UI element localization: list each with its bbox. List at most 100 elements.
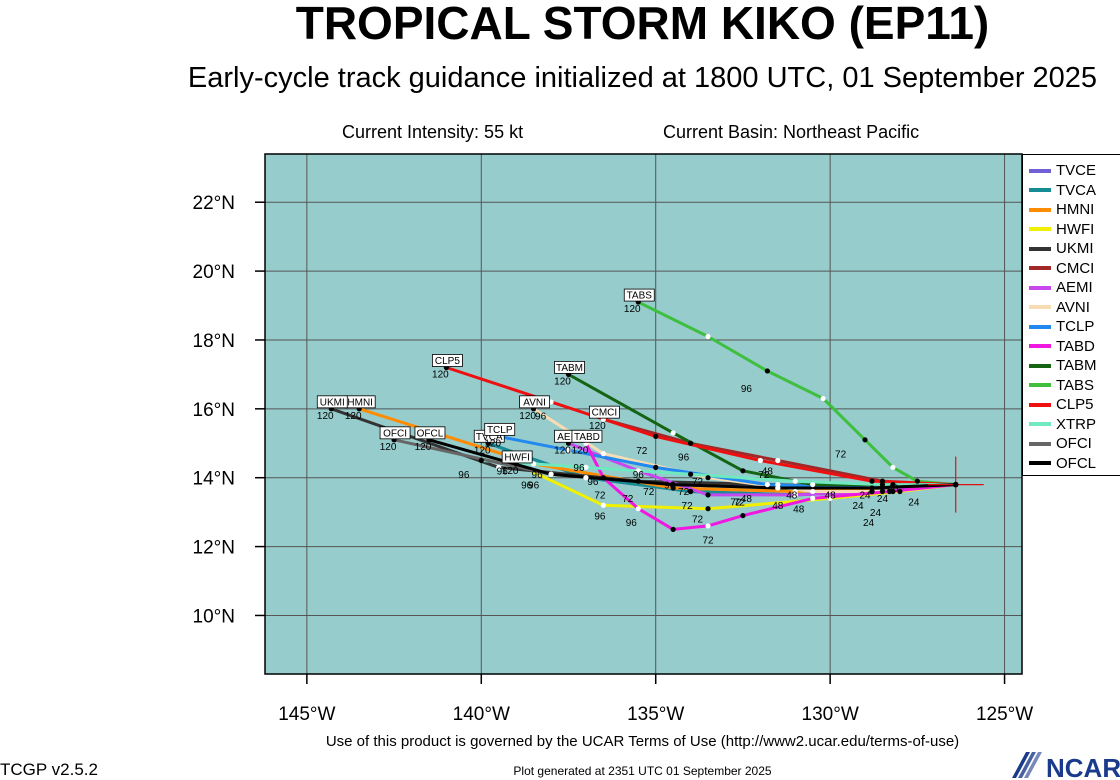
end-label-box [623,288,655,302]
end-label-text: TCLP [487,425,513,436]
end-label-ofci: OFCI 120 [379,426,411,453]
track-point-ukmi [635,478,641,484]
legend-item-hwfi: HWFI [1029,220,1094,239]
end-label-clp5: CLP5 120 [432,354,463,381]
track-point-tabd [740,512,746,519]
end-label-avni: AVNI 120 [519,395,551,422]
hour-label: 48 [825,491,837,502]
end-label-box [554,360,585,374]
track-point-tabm [810,481,816,488]
legend-label: TVCA [1056,181,1097,199]
legend-label: OFCI [1056,435,1092,452]
track-point-avni [810,488,816,495]
end-label-text: TABD [574,432,600,443]
chart-subtitle: Early-cycle track guidance initialized a… [187,62,1098,94]
end-label-text: UKMI [320,397,345,408]
hour-label: 96 [573,463,585,474]
x-tick-label: 125°W [976,704,1033,725]
end-label-tabd: TABD 120 [571,429,603,456]
y-tick-label: 18°N [193,331,235,352]
end-label-hour: 120 [415,442,432,453]
hour-label: 48 [786,491,798,502]
hour-label: 72 [594,491,606,502]
end-label-cmci: CMCI 120 [588,405,620,432]
track-point-tabd [705,523,711,529]
legend-item-tabd: TABD [1029,337,1095,356]
legend-label: UKMI [1056,240,1094,257]
hour-label: 24 [908,497,920,508]
hour-label: 24 [863,518,875,529]
track-point-aemi [635,468,641,474]
end-label-box [316,395,348,409]
legend-swatch [1029,402,1051,407]
end-label-text: OFCI [383,428,407,439]
track-point-tabs [914,478,920,484]
legend-label: HMNI [1056,201,1095,218]
legend-item-xtrp: XTRP [1029,415,1096,434]
legend-item-tabs: TABS [1029,376,1094,395]
legend-swatch [1029,383,1051,387]
legend-item-avni: AVNI [1029,298,1090,317]
hour-label: 72 [678,487,690,498]
hour-label: 48 [772,501,784,512]
track-point-tabm [740,468,746,474]
track-point-tabs [764,368,770,374]
end-label-hour: 120 [432,370,449,381]
hour-label: 96 [535,411,547,422]
track-point-avni [705,475,711,481]
end-label-hour: 120 [589,421,606,432]
end-label-box [571,429,603,443]
ncar-logo: NCAR [1012,752,1120,780]
track-point-tabm [670,430,676,436]
end-label-text: TVCA [476,432,503,443]
track-point-xtrp [687,471,694,477]
y-tick-label: 16°N [193,400,235,421]
y-tick-label: 12°N [193,538,235,559]
end-label-box [519,395,551,409]
legend-swatch [1029,285,1051,290]
hour-label: 72 [682,501,694,512]
end-label-tabs: TABS 120 [623,288,655,315]
end-label-text: HMNI [347,397,373,408]
end-label-box [432,354,463,367]
hour-label: 72 [692,515,704,526]
track-point-tclp [565,447,572,453]
track-point-tabd [635,506,641,512]
hour-label: 24 [877,494,889,505]
end-label-box [588,405,620,419]
x-tick-label: 135°W [627,704,684,725]
hour-label: 96 [458,470,470,481]
hour-label: 96 [626,518,638,529]
legend-swatch [1029,246,1051,251]
hour-label: 72 [730,497,742,508]
hour-label: 72 [758,470,770,481]
legend-label: CMCI [1056,259,1095,277]
track-point-aemi [705,492,711,498]
track-point-xtrp [583,464,589,470]
hour-label: 48 [887,484,899,495]
track-point-tabm [890,481,896,488]
hour-label: 72 [702,535,714,546]
legend-swatch [1029,344,1051,348]
legend-item-hmni: HMNI [1029,200,1094,219]
hour-label: 72 [835,449,847,460]
end-label-text: TABM [556,363,583,374]
legend-item-clp5: CLP5 [1029,395,1094,414]
legend-item-aemi: AEMI [1029,278,1093,297]
legend-label: AEMI [1056,279,1093,296]
track-point-tabs [890,464,896,470]
hour-label: 24 [870,508,882,519]
end-label-box [484,422,516,436]
legend-item-tclp: TCLP [1029,317,1094,336]
legend-label: TVCE [1056,162,1097,179]
track-point-xtrp [478,457,484,464]
axes: 145°W 140°W 135°W 130°W 125°W 10°N 12°N 14°N 16°… [193,193,1034,725]
track-point-tabs [705,333,711,340]
legend-label: HWFI [1056,220,1095,238]
track-point-tvca [583,475,589,481]
end-label-text: CMCI [592,408,618,419]
hour-label: 96 [594,511,606,522]
